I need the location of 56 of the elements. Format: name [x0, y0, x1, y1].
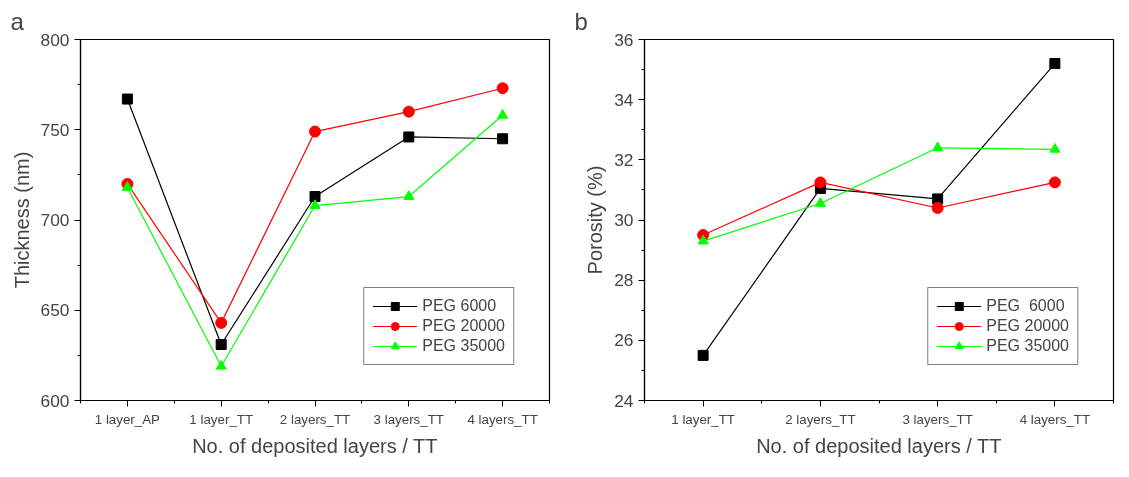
legend-label: PEG 20000	[986, 317, 1069, 335]
x-tick-label: 1 layer_AP	[94, 411, 161, 427]
point	[309, 191, 321, 203]
y-tick-label: 30	[614, 210, 634, 230]
y-tick-label: 650	[40, 300, 70, 321]
legend-label: PEG 20000	[422, 317, 505, 335]
x-tick-label: 3 layers_TT	[902, 411, 973, 427]
point	[309, 125, 321, 138]
x-axis-title: No. of deposited layers / TT	[756, 434, 1002, 457]
x-tick-label: 4 layers_TT	[467, 411, 538, 427]
point	[121, 93, 133, 105]
point	[814, 197, 826, 207]
legend-label: PEG 35000	[986, 337, 1069, 355]
point	[1049, 143, 1061, 153]
point	[403, 190, 415, 200]
legend-label: PEG 6000	[986, 297, 1065, 315]
point	[497, 109, 509, 119]
legend-label: PEG 35000	[422, 337, 505, 355]
x-tick-label: 1 layer_TT	[671, 411, 735, 427]
y-tick-label: 800	[40, 29, 70, 50]
point	[497, 133, 509, 145]
y-tick-label: 26	[614, 330, 634, 351]
y-tick-label: 24	[614, 390, 634, 411]
y-tick-label: 36	[614, 29, 634, 50]
y-tick-label: 34	[614, 89, 634, 110]
y-tick-label: 28	[614, 270, 634, 291]
y-tick-label: 750	[40, 119, 70, 140]
point	[215, 339, 227, 351]
text: b	[574, 7, 588, 35]
x-tick-label: 2 layers_TT	[279, 411, 351, 427]
point	[215, 316, 228, 329]
point	[1049, 58, 1061, 70]
x-tick-label: 3 layers_TT	[373, 411, 444, 427]
point	[931, 201, 944, 214]
x-tick-label: 2 layers_TT	[785, 411, 856, 427]
y-tick-label: 700	[40, 210, 70, 230]
point	[1048, 176, 1061, 189]
y-axis-title: Thickness (nm)	[10, 151, 33, 289]
point	[215, 359, 227, 370]
x-tick-label: 1 layer_TT	[189, 411, 254, 427]
point	[403, 131, 415, 143]
point	[496, 82, 509, 95]
y-axis-title: Porosity (%)	[584, 165, 607, 275]
point	[932, 141, 944, 152]
point	[309, 199, 321, 209]
text: a	[10, 7, 25, 35]
y-tick-label: 32	[614, 149, 634, 170]
point	[697, 349, 709, 361]
x-axis-title: No. of deposited layers / TT	[192, 434, 438, 457]
point	[402, 105, 415, 118]
legend-label: PEG 6000	[422, 297, 497, 315]
point	[814, 176, 827, 189]
point	[697, 234, 709, 245]
x-tick-label: 4 layers_TT	[1019, 411, 1091, 427]
y-tick-label: 600	[40, 390, 70, 411]
point	[121, 181, 133, 191]
